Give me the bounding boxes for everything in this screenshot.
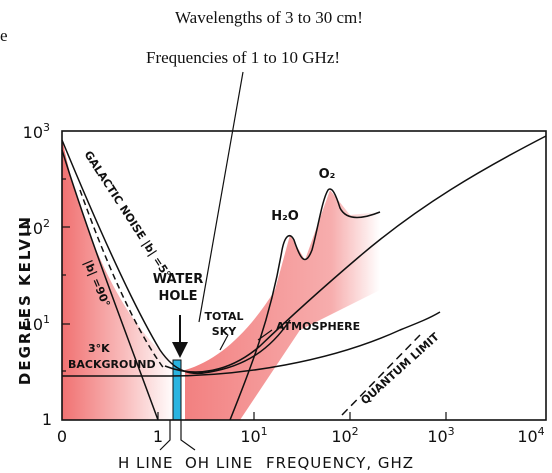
atmosphere-leader [257,329,273,341]
x-tick-label: 104 [517,425,544,446]
h-line-label: H LINE [118,454,174,472]
y-tick-label: 102 [23,217,50,238]
o2-label: O₂ [319,167,336,182]
h-line-leader [159,420,171,451]
h2o-label: H₂O [271,209,299,224]
quantum-limit-curve [341,334,421,416]
total-sky-label-line1: TOTAL [204,310,243,323]
background-label-line1: 3°K [88,342,110,355]
cropped-text-fragment: e [0,26,8,45]
x-tick-label: 102 [331,425,358,446]
water-hole-label-line2: HOLE [158,289,197,304]
total-sky-curve [164,135,547,373]
x-tick-label: 101 [240,425,267,446]
x-tick-label: 103 [427,425,454,446]
total-sky-label-line2: SKY [212,325,237,338]
x-axis-label: FREQUENCY, GHZ [266,454,414,472]
y-tick-label: 101 [23,313,50,334]
atmosphere-shading [185,190,380,420]
water-hole-label-line1: WATER [153,272,204,287]
galactic-steep-curve [61,149,159,421]
y-tick-label: 103 [23,121,50,142]
wavelength-note: Wavelengths of 3 to 30 cm! [175,8,363,27]
galactic-noise-shading [62,138,175,420]
atmosphere-label: ATMOSPHERE [276,320,360,333]
oh-line-label: OH LINE [185,454,253,472]
galactic-noise-b90-curve [79,189,166,371]
y-tick-label: 1 [42,410,52,429]
atmosphere-curve [229,188,381,421]
oh-line-leader [180,420,196,451]
galactic-noise-curve [61,139,291,375]
background-curve [62,311,441,377]
background-label-line2: BACKGROUND [68,358,156,371]
x-tick-label: 0 [57,427,67,446]
y-axis-label: DEGREES KELVIN [16,215,34,385]
frequency-note: Frequencies of 1 to 10 GHz! [146,48,341,67]
total-sky-leader [219,334,229,351]
x-tick-label: 1 [153,427,163,446]
caption-pointer-line [198,71,244,323]
